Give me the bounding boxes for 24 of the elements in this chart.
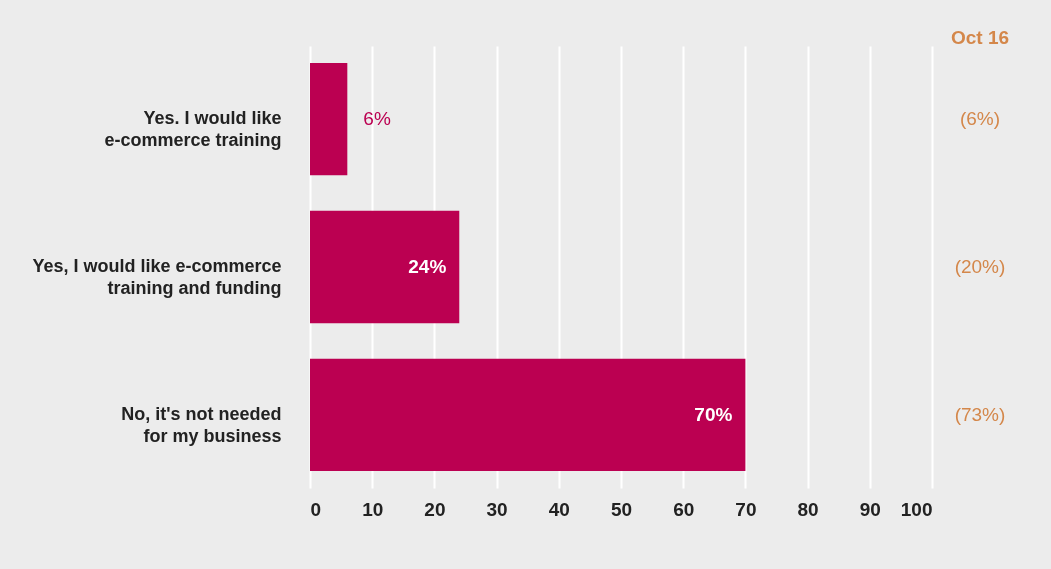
text: (20%) [954,256,1006,277]
x-tick-label: 0 [310,498,322,520]
x-tick-label: 30 [486,498,508,520]
data-label: 6% [363,108,391,130]
x-tick-label: 90 [859,498,881,520]
x-tick-label: 70 [735,498,757,520]
data-label: 70% [694,403,733,425]
y-tick-label: No, it's not needed for my business [121,403,282,446]
x-tick-label: 80 [797,498,819,520]
x-tick-label: 10 [362,498,384,520]
x-tick-label: 40 [548,498,570,520]
x-tick-label: 50 [610,498,633,520]
y-tick-label: Yes. I would like e-commerce training [104,108,282,151]
x-tick-label: 20 [424,498,446,520]
bar [310,63,348,176]
x-tick-label: 100 [900,498,933,520]
x-tick-label: 60 [673,498,695,520]
bar [310,210,460,324]
text: (73%) [954,403,1006,425]
bar [310,358,746,471]
data-label: 24% [408,256,447,277]
text: Oct 16 [950,27,1010,48]
text: (6%) [959,108,1001,130]
y-tick-label: Yes, I would like e-commerce training and funding [32,256,282,298]
